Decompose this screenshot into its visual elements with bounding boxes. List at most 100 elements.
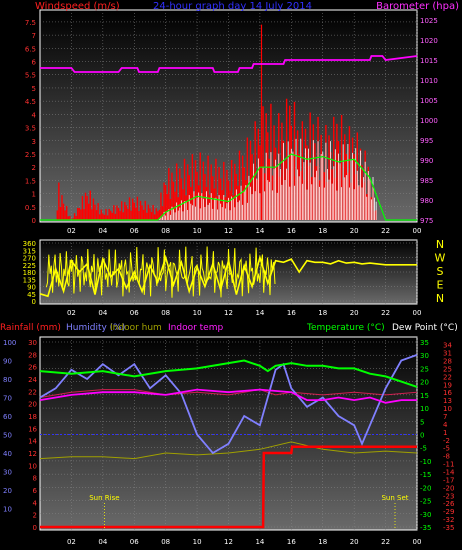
dew-tick-label: 19 (443, 381, 452, 389)
temp-tick-label: -5 (420, 445, 427, 453)
humidity-tick-label: 20 (3, 487, 12, 495)
wind-x-tick: 10 (193, 227, 202, 235)
rain-tick-label: 12 (28, 450, 37, 458)
temp-x-tick: 04 (98, 538, 107, 546)
rain-tick-label: 0 (33, 524, 37, 532)
wind-tick-label: 0.5 (25, 204, 36, 212)
direction-x-tick: 18 (318, 309, 327, 317)
humidity-tick-label: 10 (3, 506, 12, 514)
direction-x-tick: 08 (161, 309, 170, 317)
rain-tick-label: 14 (28, 438, 37, 446)
temp-tick-label: 25 (420, 365, 429, 373)
indoor-temp-line (39, 389, 418, 398)
dew-tick-label: -23 (443, 492, 454, 500)
legend-label: Dew Point (°C) (392, 323, 458, 333)
wind-tick-label: 0 (32, 217, 36, 225)
humidity-tick-label: 60 (3, 413, 12, 421)
legend-label: Indoor temp (168, 323, 223, 333)
humidity-tick-label: 70 (3, 395, 12, 403)
wind-tick-label: 6.5 (25, 45, 36, 53)
temp-x-tick: 08 (161, 538, 170, 546)
rain-tick-label: 16 (28, 425, 37, 433)
direction-x-tick: 02 (67, 309, 76, 317)
rain-tick-label: 2 (33, 512, 37, 520)
wind-x-tick: 06 (130, 227, 139, 235)
direction-x-tick: 06 (130, 309, 139, 317)
direction-tick-label: 360 (23, 240, 36, 248)
baro-tick-label: 975 (420, 217, 433, 225)
dewpoint-line (39, 388, 417, 404)
humidity-tick-label: 30 (3, 469, 12, 477)
temp-tick-label: 10 (420, 405, 429, 413)
rain-tick-label: 4 (33, 499, 38, 507)
direction-line (39, 254, 417, 298)
rain-tick-label: 30 (28, 339, 37, 347)
wind-tick-label: 6 (32, 59, 37, 67)
humidity-tick-label: 90 (3, 358, 12, 366)
rain-tick-label: 6 (33, 487, 38, 495)
dew-tick-label: 25 (443, 365, 452, 373)
dew-tick-label: 28 (443, 358, 452, 366)
wind-tick-label: 2.5 (25, 151, 36, 159)
wind-x-tick: 12 (224, 227, 233, 235)
baro-tick-label: 1000 (420, 117, 438, 125)
wind-tick-label: 1.5 (25, 177, 36, 185)
baro-tick-label: 1005 (420, 97, 438, 105)
baro-tick-label: 985 (420, 177, 433, 185)
wind-x-tick: 00 (413, 227, 422, 235)
temp-tick-label: -20 (420, 484, 431, 492)
direction-tick-label: 45 (27, 291, 36, 299)
legend-label: Rainfall (mm) (0, 323, 61, 333)
wind-tick-label: 7 (32, 32, 36, 40)
wind-tick-label: 4 (32, 111, 37, 119)
direction-tick-label: 90 (27, 284, 36, 292)
wind-x-tick: 16 (287, 227, 296, 235)
temp-tick-label: 15 (420, 392, 429, 400)
direction-x-tick: 12 (224, 309, 233, 317)
wind-tick-label: 5 (32, 85, 36, 93)
humidity-tick-label: 40 (3, 450, 12, 458)
baro-axis-label: Barometer (hpa) (376, 1, 459, 12)
rain-tick-label: 22 (28, 388, 37, 396)
wind-tick-label: 4.5 (25, 98, 36, 106)
humidity-tick-label: 100 (3, 339, 16, 347)
temp-x-tick: 00 (413, 538, 422, 546)
dew-tick-label: -35 (443, 524, 454, 532)
rain-tick-label: 20 (28, 401, 37, 409)
baro-tick-label: 990 (420, 157, 433, 165)
direction-x-tick: 20 (350, 309, 359, 317)
direction-x-tick: 14 (255, 309, 264, 317)
direction-tick-label: 225 (23, 262, 36, 270)
rain-tick-label: 10 (28, 462, 37, 470)
compass-label: S (437, 265, 444, 278)
dew-tick-label: 22 (443, 373, 452, 381)
direction-x-tick: 22 (381, 309, 390, 317)
temp-x-tick: 12 (224, 538, 233, 546)
compass-label: N (436, 292, 444, 305)
wind-x-tick: 04 (98, 227, 107, 235)
indoor-humidity-line (39, 441, 418, 460)
temp-x-tick: 18 (318, 538, 327, 546)
chart-title: 24-hour graph day 14 July 2014 (153, 1, 312, 12)
direction-tick-label: 270 (23, 255, 36, 263)
dew-tick-label: -2 (443, 437, 450, 445)
wind-x-tick: 22 (381, 227, 390, 235)
dew-tick-label: -8 (443, 453, 450, 461)
compass-label: E (437, 279, 444, 292)
temperature-line (39, 359, 418, 388)
temp-tick-label: -30 (420, 511, 431, 519)
humidity-tick-label: 80 (3, 376, 12, 384)
direction-x-tick: 00 (413, 309, 422, 317)
temp-tick-label: 35 (420, 339, 429, 347)
avg-wind-line (40, 153, 417, 221)
dew-tick-label: -14 (443, 469, 455, 477)
wind-x-tick: 18 (318, 227, 327, 235)
temp-tick-label: -25 (420, 498, 431, 506)
compass-label: W (435, 252, 446, 265)
dew-tick-label: 10 (443, 405, 452, 413)
rain-tick-label: 28 (28, 351, 37, 359)
temp-x-tick: 22 (381, 538, 390, 546)
wind-x-tick: 20 (350, 227, 359, 235)
legend-label: Humidity (%) (66, 323, 125, 333)
